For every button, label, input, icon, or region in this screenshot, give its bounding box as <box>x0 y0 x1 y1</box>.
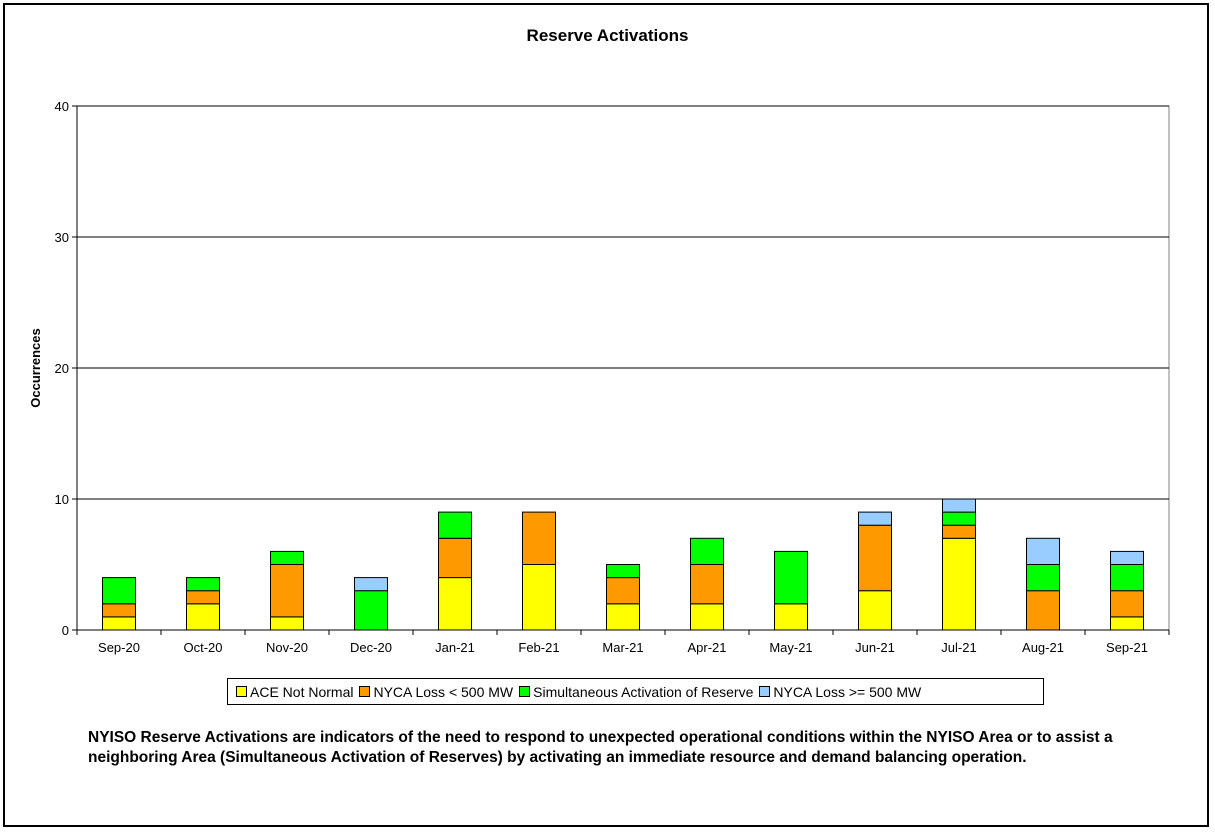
legend-item: ACE Not Normal <box>236 684 353 700</box>
bar-segment-ace-not-normal <box>606 603 640 631</box>
y-tick-label: 30 <box>55 230 69 245</box>
legend-swatch <box>236 686 247 697</box>
legend-item: NYCA Loss >= 500 MW <box>759 684 921 700</box>
bar-segment-nyca-loss-lt-500 <box>606 577 640 605</box>
y-tick-label: 0 <box>62 623 69 638</box>
bar-segment-nyca-loss-lt-500 <box>438 537 472 579</box>
bar-segment-nyca-loss-lt-500 <box>1110 590 1144 618</box>
bar-segment-simultaneous-activation <box>1110 564 1144 592</box>
x-tick-label: Dec-20 <box>350 640 392 655</box>
bar-segment-ace-not-normal <box>186 603 220 631</box>
chart-title: Reserve Activations <box>526 26 689 45</box>
bar-segment-nyca-loss-lt-500 <box>942 524 976 539</box>
bar-segment-simultaneous-activation <box>102 577 136 605</box>
bar-segment-nyca-loss-lt-500 <box>690 564 724 605</box>
bar-segment-simultaneous-activation <box>606 564 640 579</box>
gridlines <box>76 105 1170 631</box>
x-tick-label: May-21 <box>769 640 812 655</box>
bar-segment-nyca-loss-lt-500 <box>102 603 136 618</box>
bar-segment-ace-not-normal <box>690 603 724 631</box>
legend-item: Simultaneous Activation of Reserve <box>519 684 753 700</box>
chart-frame <box>3 3 1209 827</box>
bar-segment-simultaneous-activation <box>186 577 220 592</box>
bar-segment-ace-not-normal <box>858 590 892 631</box>
bar-segment-ace-not-normal <box>438 577 472 631</box>
bar-segment-simultaneous-activation <box>438 511 472 539</box>
bar-segment-simultaneous-activation <box>270 550 304 566</box>
legend-item: NYCA Loss < 500 MW <box>359 684 513 700</box>
legend-swatch <box>519 686 531 697</box>
bar-segment-simultaneous-activation <box>942 511 976 526</box>
bar-segment-ace-not-normal <box>522 564 556 631</box>
axes: 0 10 20 30 40 Sep-20 Oct-20 Nov-20 Dec-20 Jan-21 F… <box>55 99 1170 655</box>
x-tick-label: Jan-21 <box>435 640 475 655</box>
x-tick-label: Mar-21 <box>602 640 643 655</box>
bar-segment-nyca-loss-gte-500 <box>1110 550 1144 566</box>
bar-segment-simultaneous-activation <box>690 537 724 565</box>
x-tick-label: Apr-21 <box>687 640 726 655</box>
bar-segment-ace-not-normal <box>270 616 304 631</box>
bar-segment-nyca-loss-gte-500 <box>942 498 976 513</box>
bar-segment-ace-not-normal <box>1110 616 1144 631</box>
x-tick-label: Sep-21 <box>1106 640 1148 655</box>
legend-label: NYCA Loss >= 500 MW <box>773 683 922 700</box>
bar-segment-nyca-loss-lt-500 <box>858 524 892 592</box>
legend-label: NYCA Loss < 500 MW <box>373 683 514 700</box>
bar-segment-ace-not-normal <box>774 603 808 631</box>
caption: NYISO Reserve Activations are indicators… <box>88 729 1113 766</box>
bar-segment-simultaneous-activation <box>774 550 808 605</box>
x-tick-label: Nov-20 <box>266 640 308 655</box>
bars <box>102 498 1144 631</box>
bar-segment-nyca-loss-lt-500 <box>1026 590 1060 631</box>
bar-segment-simultaneous-activation <box>1026 564 1060 592</box>
x-tick-label: Jun-21 <box>855 640 895 655</box>
x-tick-label: Jul-21 <box>941 640 976 655</box>
legend-swatch <box>359 686 371 697</box>
legend-label: ACE Not Normal <box>250 683 354 700</box>
x-tick-label: Aug-21 <box>1022 640 1064 655</box>
y-tick-label: 20 <box>55 361 69 376</box>
bar-segment-nyca-loss-gte-500 <box>354 577 388 592</box>
legend-label: Simultaneous Activation of Reserve <box>533 683 754 700</box>
bar-segment-nyca-loss-gte-500 <box>858 511 892 526</box>
y-tick-label: 40 <box>55 99 69 114</box>
x-tick-label: Oct-20 <box>183 640 222 655</box>
y-axis-label: Occurrences <box>28 328 43 408</box>
bar-segment-nyca-loss-gte-500 <box>1026 537 1060 565</box>
bar-segment-simultaneous-activation <box>354 590 388 631</box>
bar-segment-nyca-loss-lt-500 <box>522 511 556 565</box>
x-tick-label: Feb-21 <box>518 640 559 655</box>
bar-segment-ace-not-normal <box>942 537 976 631</box>
y-tick-label: 10 <box>55 492 69 507</box>
bar-segment-nyca-loss-lt-500 <box>270 564 304 618</box>
bar-segment-nyca-loss-lt-500 <box>186 590 220 605</box>
x-tick-label: Sep-20 <box>98 640 140 655</box>
legend: ACE Not Normal NYCA Loss < 500 MW Simultan… <box>227 678 1044 705</box>
legend-swatch <box>759 686 771 697</box>
bar-segment-ace-not-normal <box>102 616 136 631</box>
